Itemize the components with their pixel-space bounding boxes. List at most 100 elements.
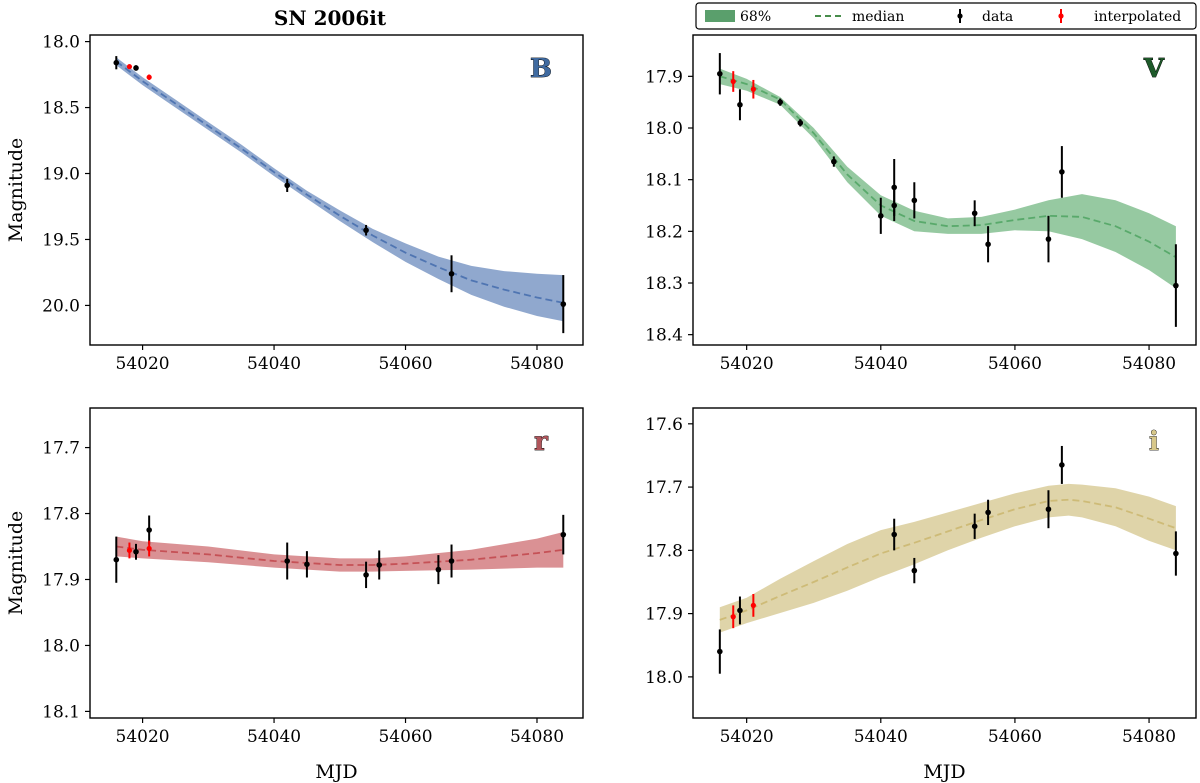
data-point — [435, 566, 442, 573]
data-point — [877, 213, 884, 219]
axes-frame — [89, 407, 584, 719]
figure-title: SN 2006it — [274, 6, 387, 30]
band-label-V: V — [1143, 54, 1165, 84]
y-tick-label: 18.0 — [645, 668, 683, 688]
data-point — [1059, 462, 1065, 468]
y-tick-label: 17.9 — [645, 605, 683, 625]
y-tick-label: 20.0 — [42, 296, 80, 316]
x-axis-label: MJD — [315, 761, 357, 783]
data-point — [448, 270, 455, 277]
data-point — [146, 527, 152, 533]
data-point — [1059, 169, 1065, 175]
x-tick-label: 54020 — [116, 727, 170, 747]
data-point — [831, 158, 837, 165]
data-point — [284, 558, 291, 564]
x-tick-label: 54020 — [720, 354, 774, 374]
data-point — [1045, 506, 1052, 513]
data-point — [911, 197, 918, 204]
y-axis-label: Magnitude — [5, 138, 27, 243]
x-tick-label: 54060 — [378, 727, 432, 747]
interpolated-point — [146, 545, 152, 552]
y-tick-label: 19.5 — [42, 230, 80, 250]
axes-frame — [89, 34, 584, 346]
data-point — [1045, 236, 1052, 242]
y-tick-label: 18.3 — [645, 274, 683, 294]
x-tick-label: 54080 — [1122, 354, 1176, 374]
interpolated-point — [146, 74, 152, 80]
data-point — [1173, 550, 1179, 557]
y-tick-label: 18.1 — [645, 171, 683, 191]
x-tick-label: 54080 — [510, 354, 564, 374]
data-point — [797, 120, 804, 126]
legend-label-band: 68% — [740, 9, 771, 25]
interpolated-point — [730, 614, 736, 620]
data-point — [985, 241, 991, 248]
axes-frame — [692, 407, 1197, 719]
x-tick-label: 54040 — [247, 727, 301, 747]
x-tick-label: 54080 — [1122, 727, 1176, 747]
median-line-r — [116, 545, 564, 566]
y-tick-label: 18.4 — [645, 326, 683, 346]
x-tick-label: 54040 — [854, 354, 908, 374]
data-point — [304, 561, 310, 568]
axes-frame — [692, 34, 1197, 346]
x-tick-label: 54020 — [116, 354, 170, 374]
data-point — [891, 184, 897, 191]
data-point — [448, 558, 455, 564]
panel-B: 54020 54040 54060 54080 18.0 18.5 19.0 19.5 20.0… — [5, 33, 584, 374]
data-point — [133, 548, 139, 555]
legend-label-interpolated: interpolated — [1094, 9, 1181, 25]
y-tick-label: 18.5 — [42, 99, 80, 119]
legend-swatch-band — [705, 10, 735, 22]
y-tick-label: 17.8 — [42, 505, 80, 525]
data-point — [971, 210, 978, 217]
interpolated-point — [730, 78, 736, 85]
interpolated-point — [126, 547, 133, 554]
x-tick-label: 54060 — [988, 354, 1042, 374]
data-point — [133, 65, 139, 71]
y-tick-label: 17.7 — [645, 478, 683, 498]
median-line-B — [115, 60, 564, 304]
y-tick-label: 17.9 — [42, 570, 80, 590]
band-68-B — [116, 57, 564, 322]
data-point — [717, 648, 723, 655]
x-tick-label: 54060 — [988, 727, 1042, 747]
band-label-r: r — [534, 427, 548, 457]
data-point — [113, 556, 120, 563]
legend: 68% median data interpolated — [695, 2, 1197, 30]
x-tick-label: 54080 — [510, 727, 564, 747]
data-point — [363, 572, 369, 578]
legend-label-median: median — [852, 9, 904, 25]
data-point — [737, 101, 743, 108]
y-tick-label: 18.2 — [645, 222, 683, 242]
x-axis-label: MJD — [923, 761, 965, 783]
y-tick-label: 17.9 — [645, 67, 683, 87]
y-axis-label: Magnitude — [5, 511, 27, 616]
panel-r: 54020 54040 54060 54080 17.7 17.8 17.9 18.0 18.1… — [5, 407, 584, 783]
data-point — [777, 99, 783, 105]
data-point — [891, 531, 897, 538]
legend-marker-data — [957, 13, 963, 19]
interpolated-point — [750, 86, 756, 92]
x-tick-label: 54060 — [378, 354, 432, 374]
band-68-i — [719, 483, 1176, 633]
panel-i: 54020 54040 54060 54080 17.6 17.7 17.8 17.9 18.0… — [645, 407, 1197, 783]
data-point — [1173, 282, 1179, 289]
y-tick-label: 19.0 — [42, 165, 80, 185]
y-tick-label: 18.1 — [42, 702, 80, 722]
data-point — [717, 70, 723, 77]
x-tick-label: 54020 — [720, 727, 774, 747]
y-tick-label: 17.6 — [645, 415, 683, 435]
band-label-i: i — [1149, 427, 1159, 457]
x-tick-label: 54040 — [854, 727, 908, 747]
interpolated-point — [126, 64, 133, 70]
data-point — [376, 562, 383, 568]
y-tick-label: 18.0 — [42, 33, 80, 53]
data-point — [985, 509, 991, 516]
legend-marker-interpolated — [1058, 13, 1064, 19]
y-tick-label: 17.7 — [42, 439, 80, 459]
data-point — [560, 301, 567, 307]
band-label-B: B — [530, 54, 552, 84]
data-point — [971, 523, 978, 530]
data-point — [560, 531, 567, 538]
